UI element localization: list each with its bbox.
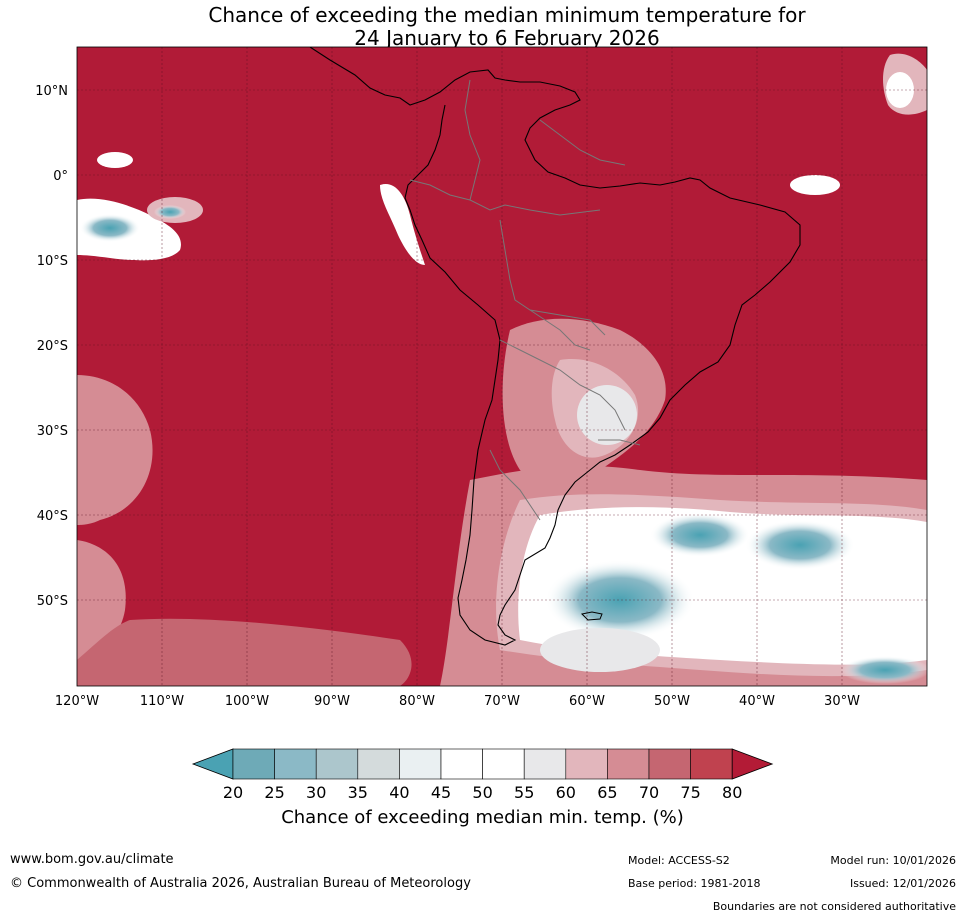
colorbar-tick-label: 60	[556, 783, 576, 802]
lat-label: 20°S	[37, 339, 68, 354]
falklands-outline	[580, 611, 603, 621]
lat-label: 40°S	[37, 509, 68, 524]
lat-label: 10°S	[37, 254, 68, 269]
colorbar-segment	[357, 748, 400, 780]
colorbar-tick-label: 25	[264, 783, 284, 802]
colorbar-tick-label: 65	[597, 783, 617, 802]
lat-label: 30°S	[37, 424, 68, 439]
longitude-labels: 120°W 110°W 100°W 90°W 80°W 70°W 60°W 50…	[55, 694, 860, 709]
colorbar-segment	[523, 748, 567, 780]
lon-label: 60°W	[569, 694, 605, 709]
shade-grey-land	[577, 385, 637, 445]
colorbar	[191, 748, 774, 780]
map-grid	[77, 47, 927, 686]
lon-label: 90°W	[314, 694, 350, 709]
shade-blue-equator-1	[80, 214, 140, 242]
lon-label: 40°W	[739, 694, 775, 709]
lat-label: 50°S	[37, 594, 68, 609]
map-frame	[76, 46, 928, 687]
shade-blue-south-3	[745, 520, 855, 570]
colorbar-tick-label: 45	[431, 783, 451, 802]
shade-white-peru	[380, 184, 425, 265]
lon-label: 30°W	[824, 694, 860, 709]
colorbar-tick-label: 35	[348, 783, 368, 802]
shade-blue-south-4	[840, 656, 927, 684]
colorbar-segment	[565, 748, 608, 780]
shade-pink-southwest	[77, 618, 412, 686]
colorbar-tick-label: 55	[514, 783, 534, 802]
shade-white-equator-2	[97, 152, 133, 168]
colorbar-tick-label: 30	[306, 783, 326, 802]
country-borders	[409, 79, 641, 521]
colorbar-title: Chance of exceeding median min. temp. (%…	[281, 807, 684, 828]
colorbar-segment	[482, 748, 525, 780]
shade-white-atlantic	[790, 175, 840, 195]
footer-issued: Issued: 12/01/2026	[849, 877, 956, 890]
lat-label: 0°	[53, 169, 68, 184]
title-line-2: 24 January to 6 February 2026	[354, 26, 660, 50]
colorbar-segment	[690, 748, 733, 780]
colorbar-tick-label: 70	[639, 783, 659, 802]
title-line-1: Chance of exceeding the median minimum t…	[208, 3, 806, 27]
colorbar-tick-label: 20	[223, 783, 243, 802]
colorbar-segment	[315, 748, 359, 780]
footer-copyright: © Commonwealth of Australia 2026, Austra…	[10, 876, 471, 891]
colorbar-segment	[648, 748, 691, 780]
colorbar-segment	[399, 748, 442, 780]
map-title: Chance of exceeding the median minimum t…	[0, 4, 965, 50]
colorbar-labels: 20 25 30 35 40 45 50 55 60 65 70 75 80	[223, 783, 743, 802]
footer-disclaimer: Boundaries are not considered authoritat…	[712, 900, 956, 913]
footer-base-period: Base period: 1981-2018	[628, 877, 761, 890]
lon-label: 50°W	[654, 694, 690, 709]
shade-pink-west-1	[77, 375, 153, 525]
shade-white-northeast	[886, 72, 914, 108]
colorbar-tick-label: 40	[389, 783, 409, 802]
colorbar-extend-low	[191, 748, 234, 780]
footer-model: Model: ACCESS-S2	[628, 854, 730, 867]
shade-blue-equator-2	[154, 205, 186, 219]
lon-label: 100°W	[225, 694, 269, 709]
footer-model-run: Model run: 10/01/2026	[830, 854, 956, 867]
lat-label: 10°N	[35, 84, 68, 99]
colorbar-extend-high	[731, 748, 774, 780]
shade-blue-south-2	[650, 513, 750, 557]
footer-url: www.bom.gov.au/climate	[10, 852, 174, 867]
colorbar-segment	[607, 748, 650, 780]
lon-label: 80°W	[399, 694, 435, 709]
colorbar-segment	[232, 748, 275, 780]
colorbar-tick-label: 80	[722, 783, 742, 802]
south-america-coastline	[309, 47, 801, 646]
colorbar-tick-label: 75	[680, 783, 700, 802]
lon-label: 110°W	[140, 694, 184, 709]
lon-label: 120°W	[55, 694, 99, 709]
shade-grey-south	[540, 628, 660, 672]
map-panel	[77, 47, 927, 686]
shade-blue-south-1	[545, 560, 695, 640]
lon-label: 70°W	[484, 694, 520, 709]
colorbar-tick-label: 50	[472, 783, 492, 802]
colorbar-segment	[274, 748, 317, 780]
latitude-labels: 10°N 0° 10°S 20°S 30°S 40°S 50°S	[35, 84, 68, 609]
colorbar-segment	[440, 748, 483, 780]
